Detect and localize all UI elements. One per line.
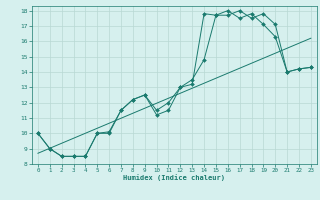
X-axis label: Humidex (Indice chaleur): Humidex (Indice chaleur) bbox=[124, 175, 225, 181]
